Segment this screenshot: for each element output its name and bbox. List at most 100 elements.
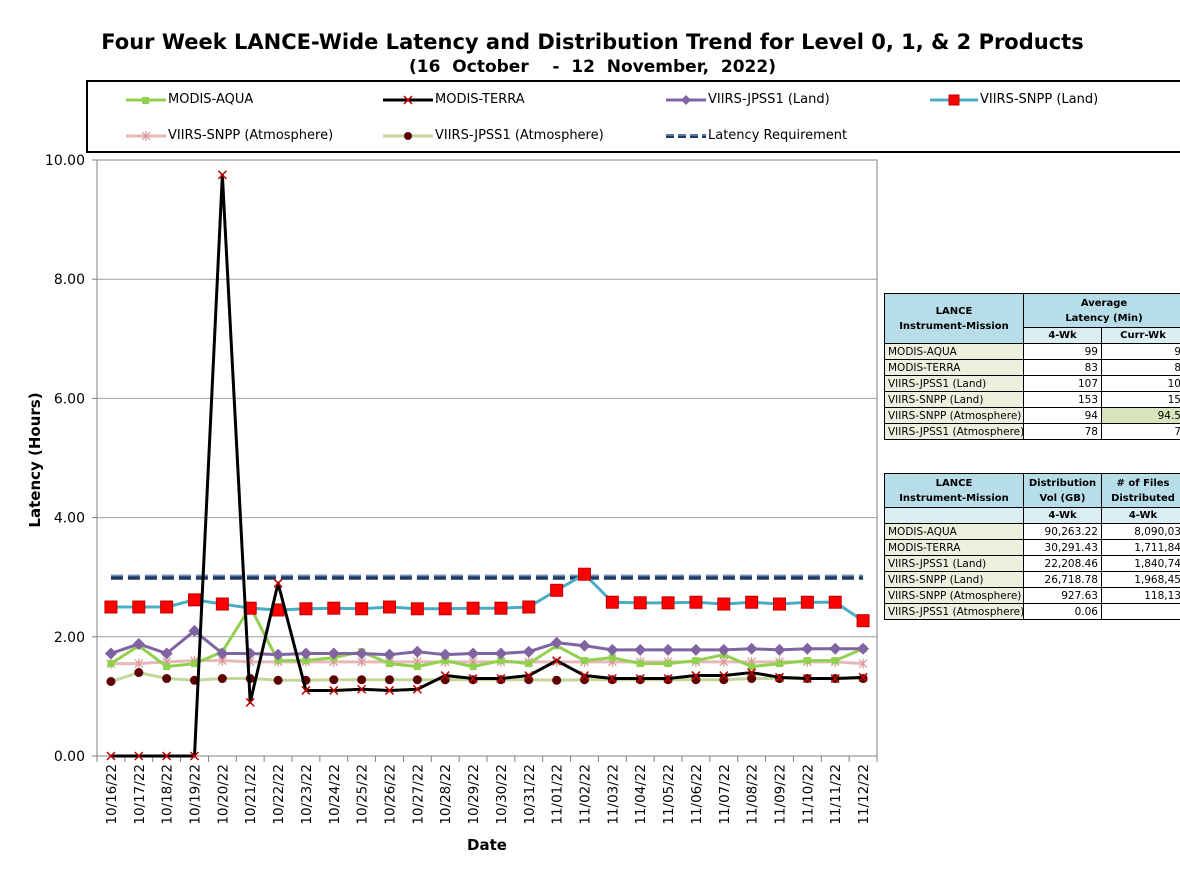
x-tick-label: 10/31/22	[522, 764, 538, 825]
header-line: Distribution	[1028, 477, 1097, 489]
data-point	[189, 751, 200, 761]
x-tick-label: 10/17/22	[132, 764, 148, 825]
data-point	[691, 671, 701, 681]
data-point	[273, 578, 283, 588]
data-point	[273, 675, 283, 685]
cell-name: VIIRS-JPSS1 (Atmosphere)	[884, 423, 1024, 440]
cell-currwk: 15	[1101, 391, 1180, 408]
data-point	[469, 663, 477, 671]
x-axis-label: Date	[467, 836, 507, 854]
data-point	[272, 648, 285, 661]
y-tick-label: 6.00	[54, 391, 85, 407]
x-tick-label: 11/11/22	[828, 764, 844, 825]
data-point	[831, 657, 839, 665]
table-row: MODIS-AQUA 90,263.22 8,090,03	[884, 523, 1180, 540]
data-point	[134, 658, 144, 669]
data-point	[747, 674, 757, 684]
x-tick-label: 11/05/22	[661, 764, 677, 825]
data-point	[132, 637, 145, 650]
data-point	[106, 677, 116, 686]
cell-volume: 22,208.46	[1023, 555, 1102, 572]
data-point	[717, 597, 731, 611]
data-point	[719, 671, 729, 681]
data-point	[106, 751, 116, 761]
data-point	[801, 642, 814, 655]
data-point	[856, 614, 870, 628]
data-point	[525, 660, 533, 668]
legend-item-viirs-snpp-land: VIIRS-SNPP (Land)	[930, 92, 1098, 107]
data-point	[412, 675, 422, 685]
legend-label: VIIRS-SNPP (Atmosphere)	[168, 128, 334, 143]
x-tick-label: 10/21/22	[243, 764, 259, 825]
data-point	[134, 668, 144, 678]
x-tick-label: 10/23/22	[299, 764, 315, 825]
data-point	[774, 672, 785, 682]
cell-files: 1,968,45	[1101, 571, 1180, 588]
data-point	[412, 684, 422, 694]
cell-currwk: 9	[1101, 343, 1180, 360]
data-point	[355, 647, 368, 660]
legend-item-modis-terra: MODIS-TERRA	[383, 92, 525, 107]
legend-item-viirs-jpss1-land: VIIRS-JPSS1 (Land)	[666, 92, 830, 107]
data-point	[802, 673, 812, 684]
x-tick-label: 10/16/22	[104, 764, 120, 825]
data-point	[299, 602, 313, 616]
data-point	[385, 675, 394, 685]
x-tick-label: 11/02/22	[578, 764, 594, 825]
y-tick-label: 8.00	[54, 272, 85, 288]
table-row: VIIRS-SNPP (Atmosphere) 927.63 118,13	[884, 587, 1180, 604]
data-point	[828, 595, 842, 609]
cell-volume: 90,263.22	[1023, 523, 1102, 540]
cell-name: VIIRS-SNPP (Atmosphere)	[884, 587, 1024, 604]
data-point	[745, 595, 759, 609]
data-point	[468, 673, 478, 684]
data-point	[163, 663, 171, 671]
data-point	[162, 674, 172, 684]
data-point	[608, 654, 616, 662]
data-point	[104, 600, 118, 614]
header-line: Distributed	[1111, 492, 1175, 504]
data-point	[383, 600, 396, 614]
x-tick-label: 10/25/22	[355, 764, 371, 825]
y-axis-ticks: 0.00 2.00 4.00 6.00 8.00 10.00	[45, 153, 97, 765]
cell-currwk: 94.5	[1101, 407, 1180, 424]
data-point	[410, 602, 424, 616]
x-tick-label: 10/22/22	[271, 764, 287, 825]
data-point	[217, 170, 227, 180]
data-point	[524, 671, 534, 681]
cell-name: MODIS-TERRA	[884, 359, 1024, 376]
data-point	[494, 647, 507, 660]
cell-volume: 26,718.78	[1023, 571, 1102, 588]
cell-name: VIIRS-JPSS1 (Land)	[884, 555, 1024, 572]
data-point	[383, 648, 396, 661]
distribution-table-header-instrument: LANCE Instrument-Mission	[884, 473, 1024, 508]
data-point	[522, 600, 536, 614]
header-line: Instrument-Mission	[899, 492, 1009, 504]
data-point	[466, 601, 480, 615]
cell-4wk: 94	[1023, 407, 1102, 424]
data-point	[188, 593, 201, 607]
cell-volume: 30,291.43	[1023, 539, 1102, 556]
data-point	[329, 685, 339, 695]
table-row: VIIRS-SNPP (Atmosphere) 94 94.5	[884, 407, 1180, 424]
data-point	[134, 751, 144, 761]
legend-label: MODIS-AQUA	[168, 92, 254, 107]
data-point	[776, 660, 783, 668]
data-point	[522, 645, 535, 658]
data-point	[578, 639, 591, 652]
chart-subtitle: (16 October - 12 November, 2022)	[409, 57, 776, 77]
data-point	[216, 647, 229, 660]
data-point	[215, 597, 229, 611]
x-tick-label: 10/27/22	[410, 764, 426, 825]
latency-table-header-average: Average Latency (Min)	[1023, 293, 1180, 328]
latency-table-subheader-currwk: Curr-Wk	[1101, 327, 1180, 344]
data-point	[329, 675, 339, 685]
series-line	[110, 572, 864, 622]
data-point	[301, 685, 311, 695]
data-point	[355, 602, 369, 616]
data-point	[494, 601, 508, 615]
cell-name: MODIS-AQUA	[884, 523, 1024, 540]
header-line: # of Files	[1116, 477, 1170, 489]
data-point	[773, 597, 786, 611]
x-tick-label: 10/30/22	[494, 764, 510, 825]
